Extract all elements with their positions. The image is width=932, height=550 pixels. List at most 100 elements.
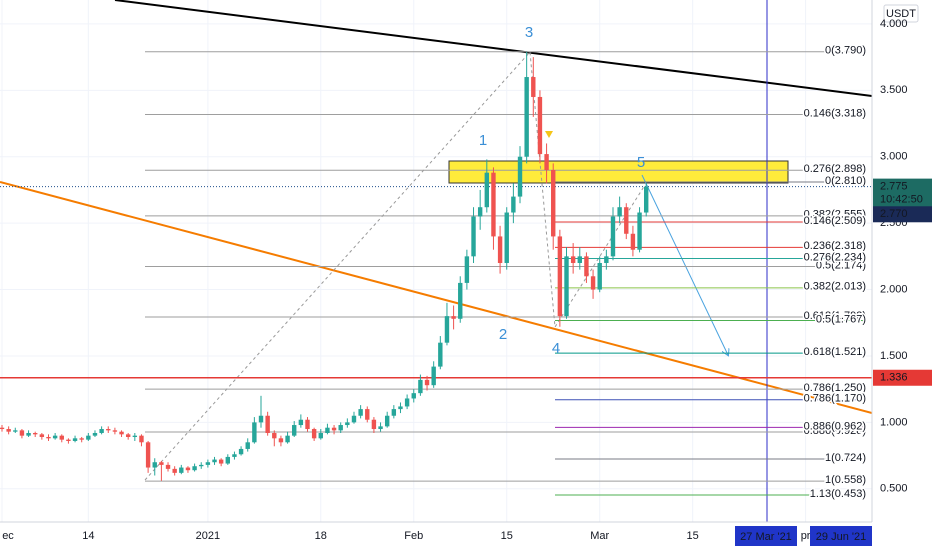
fib-label: 1(0.724): [825, 452, 866, 464]
candle-body: [524, 77, 529, 157]
candle-body: [418, 379, 423, 394]
x-tick-label: 14: [82, 530, 94, 542]
candle-body: [570, 256, 576, 263]
candle-body: [179, 467, 184, 473]
candle-body: [172, 468, 177, 473]
candle-body: [33, 433, 38, 435]
candle-body: [604, 256, 609, 263]
candle-body: [491, 172, 496, 237]
fib-label: 0.276(2.234): [804, 251, 866, 263]
candle-body: [52, 435, 58, 439]
candle-body: [557, 236, 563, 317]
candle-body: [0, 427, 5, 430]
fib-label: 0.786(1.170): [804, 393, 866, 405]
candle-body: [325, 427, 330, 434]
candle-body: [278, 438, 284, 443]
zone: [448, 160, 789, 184]
price-axis: [872, 0, 932, 550]
wave-label: 3: [525, 24, 533, 41]
arrow: [641, 174, 728, 355]
candle-body: [378, 426, 383, 430]
level-box: [873, 369, 932, 386]
y-tick-label: 4.000: [880, 18, 908, 30]
candle-body: [59, 435, 64, 440]
x-tick-label: ec: [2, 530, 14, 542]
candle-body: [252, 422, 257, 443]
y-tick-label: 1.000: [880, 416, 908, 428]
candle-body: [577, 256, 582, 263]
candle-body: [458, 282, 463, 319]
candle-body: [165, 464, 171, 469]
candle-body: [285, 435, 290, 443]
fib-label: 0.618(1.793): [804, 310, 866, 322]
x-tick-label: pr: [801, 530, 811, 542]
candle-body: [444, 316, 450, 343]
candle-body: [265, 415, 270, 434]
candle-body: [132, 435, 138, 437]
candle-body: [365, 409, 370, 420]
candle-body: [358, 409, 363, 416]
fib-label: 0.236(2.318): [804, 240, 866, 252]
candles: [0, 51, 649, 481]
candle-body: [597, 262, 602, 290]
candle-body: [212, 459, 217, 463]
candle-body: [637, 212, 642, 250]
candle-body: [106, 429, 111, 431]
candle-body: [119, 431, 124, 435]
y-tick-label: 0.500: [880, 483, 908, 495]
candle-body: [311, 429, 317, 439]
candle-body: [371, 419, 377, 430]
candle-body: [504, 212, 509, 263]
y-tick-label: 3.500: [880, 84, 908, 96]
candle-body: [272, 433, 277, 439]
fib-label: 0.146(2.509): [804, 215, 866, 227]
candle-body: [404, 398, 410, 407]
grid: [0, 0, 872, 522]
date-tag-box: [735, 526, 797, 546]
x-tick-label: Feb: [404, 530, 423, 542]
candle-body: [66, 439, 71, 441]
candle-body: [391, 409, 397, 416]
fib-label: 1.13(0.453): [810, 488, 866, 500]
x-tick-label: 2021: [196, 530, 220, 542]
candle-body: [564, 256, 569, 317]
candle-body: [345, 422, 350, 426]
candle-body: [245, 442, 250, 449]
candle-body: [292, 425, 297, 436]
last-price-box: [873, 178, 932, 207]
candle-body: [438, 342, 443, 367]
x-tick-label: 15: [687, 530, 699, 542]
candle-body: [86, 435, 91, 440]
wave-label: 5: [637, 154, 645, 171]
x-tick-label: 18: [315, 530, 327, 542]
candle-body: [617, 207, 622, 217]
wave-label: 1: [479, 132, 487, 149]
candle-body: [630, 233, 636, 250]
candle-body: [318, 433, 323, 439]
candle-body: [643, 186, 649, 213]
fib-label: 0.146(3.318): [804, 107, 866, 119]
candle-body: [398, 406, 403, 410]
candle-body: [477, 207, 483, 217]
candle-body: [6, 429, 11, 432]
wave-label: 4: [552, 340, 560, 357]
plot: 0(3.790) 0.146(3.318) 0.276(2.898) 0.382(2.…: [0, 0, 872, 522]
candle-body: [125, 434, 131, 437]
candle-body: [590, 276, 596, 290]
candle-body: [39, 434, 45, 437]
candle-body: [610, 216, 616, 257]
candle-body: [464, 256, 470, 283]
candle-body: [511, 196, 516, 213]
candle-body: [451, 316, 456, 319]
wave-label: 2: [499, 326, 507, 343]
candle-body: [225, 456, 231, 464]
currency-box: [883, 4, 919, 23]
candle-body: [258, 415, 264, 423]
last-time: 10:42:50: [880, 194, 923, 206]
candle-body: [338, 425, 343, 431]
fib-label: 0.5(1.767): [816, 313, 866, 325]
candle-body: [298, 419, 304, 426]
trendline: [0, 181, 872, 414]
y-tick-label: 1.500: [880, 350, 908, 362]
